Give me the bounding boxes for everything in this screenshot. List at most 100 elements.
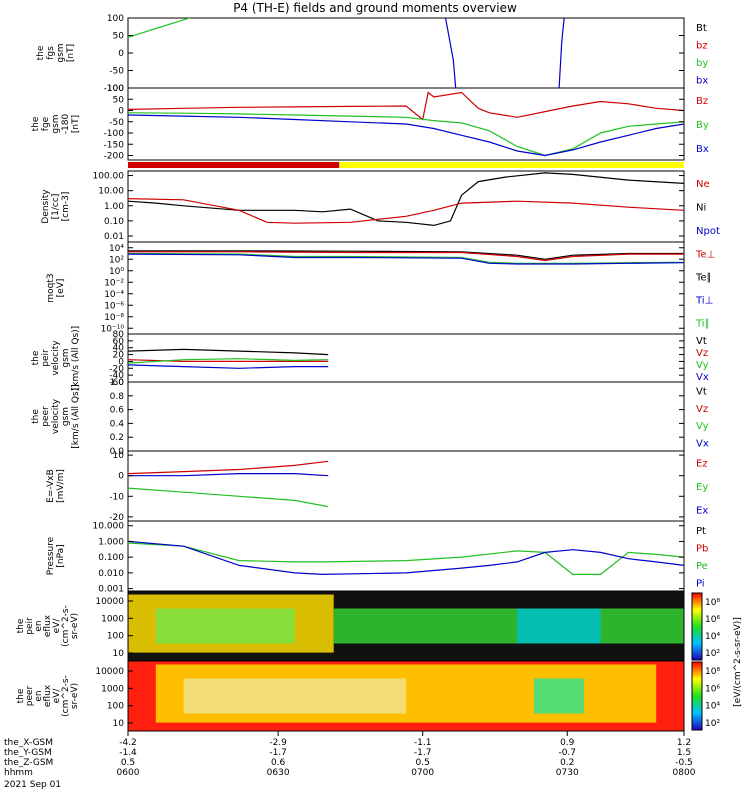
x-tick-label: 0.6 [271, 758, 286, 768]
legend-entry: Ni [696, 203, 706, 214]
panel-fgs [127, 17, 685, 89]
y-axis-label: gsm [51, 114, 61, 133]
x-tick-label: 0630 [267, 768, 290, 778]
y-tick-label: 0.0 [110, 447, 125, 457]
y-tick-label: 10 [113, 649, 125, 659]
y-tick-label: 1.0 [110, 378, 125, 388]
y-tick-label: -50 [109, 118, 124, 128]
y-axis-label: eflux [43, 614, 53, 637]
legend-entry: Vt [696, 336, 707, 347]
y-axis-label: [nPa] [56, 544, 66, 567]
y-axis-label: [mV/m] [56, 469, 66, 503]
y-tick-label: 20 [113, 351, 125, 361]
y-tick-label: 1000 [101, 684, 124, 694]
legend-entry: by [696, 58, 708, 69]
legend-entry: Ex [696, 505, 708, 516]
y-axis-label: eflux [43, 684, 53, 707]
y-tick-label: 10000 [95, 667, 124, 677]
colorbar-tick-label: 10⁸ [705, 598, 720, 608]
y-axis-label: the [36, 45, 46, 60]
legend-entry: Vz [696, 404, 708, 415]
y-tick-label: 10² [109, 255, 124, 265]
x-row-label: hhmm [4, 768, 33, 778]
legend-entry: Ey [696, 482, 708, 493]
y-tick-label: 1.000 [98, 537, 124, 547]
panel-frame [127, 170, 685, 243]
y-tick-label: -20 [109, 513, 124, 523]
y-tick-label: 100.00 [93, 172, 125, 182]
series-line-peirvel-2 [128, 358, 329, 364]
panel-frame [127, 450, 685, 522]
legend-entry: Vy [696, 421, 709, 432]
y-tick-label: 10⁻² [104, 278, 124, 288]
y-tick-label: 0.01 [104, 232, 124, 242]
spectrogram-band [517, 608, 601, 644]
series-line-efield-0 [128, 460, 329, 475]
y-tick-label: 0.4 [110, 419, 125, 429]
y-tick-label: 0.8 [110, 392, 125, 402]
y-axis-label: gsm [61, 348, 71, 367]
series-line-moqt-3 [128, 253, 684, 265]
y-axis-label: velocity [51, 398, 61, 434]
y-axis-label: the [31, 350, 41, 365]
legend-entry: Pt [696, 526, 706, 537]
series-line-pressure-0 [128, 542, 684, 576]
colorbar-tick-label: 10⁸ [705, 667, 720, 677]
x-tick-label: 0730 [556, 768, 579, 778]
panel-pressure [127, 520, 685, 592]
y-axis-label: Pressure [46, 536, 56, 575]
y-axis-label: fge [41, 116, 51, 131]
y-tick-label: 100 [107, 702, 124, 712]
legend-entry: bz [696, 40, 708, 51]
y-tick-label: -50 [109, 67, 124, 77]
series-line-peirvel-0 [128, 348, 329, 356]
y-axis-label: [1/cc] [51, 194, 61, 220]
y-axis-label: Density [41, 189, 51, 224]
y-tick-label: 1.00 [104, 202, 124, 212]
series-line-peirvel-3 [128, 364, 329, 369]
panel-fge [127, 87, 685, 161]
y-tick-label: 10000 [95, 597, 124, 607]
legend-entry: Vx [696, 372, 709, 383]
legend-entry: Vx [696, 438, 709, 449]
legend-entry: Ti∥ [695, 319, 710, 330]
y-tick-label: 60 [113, 337, 125, 347]
y-tick-label: 10 [113, 719, 125, 729]
y-axis-label: -180 [61, 114, 71, 135]
y-axis-label: [km/s (All Qs)] [71, 326, 81, 390]
series-line-efield-1 [128, 473, 329, 477]
series-line-fge-1 [128, 112, 684, 157]
legend-entry: Pi [696, 578, 705, 589]
legend-entry: Bt [696, 23, 707, 34]
y-tick-label: 10⁰ [109, 267, 124, 277]
x-tick-label: 0700 [411, 768, 434, 778]
x-tick-label: -1.7 [269, 748, 287, 758]
y-tick-label: -100 [104, 129, 125, 139]
spectrogram-band [155, 608, 295, 644]
y-axis-label: sr-eV) [70, 613, 80, 639]
series-line-fgs-0 [128, 18, 192, 38]
series-line-efield-2 [128, 487, 329, 508]
x-tick-label: 1.2 [677, 738, 691, 748]
y-tick-label: 10⁴ [109, 244, 124, 254]
y-tick-label: 0.010 [98, 569, 124, 579]
x-tick-label: 1.5 [677, 748, 691, 758]
y-tick-label: 10.000 [93, 522, 125, 532]
y-tick-label: 10.00 [98, 187, 124, 197]
series-line-fge-0 [128, 91, 684, 121]
y-tick-label: 10 [113, 451, 125, 461]
legend-entry: Te⊥ [695, 250, 715, 261]
y-axis-label: peer [41, 406, 51, 427]
x-tick-label: 0.5 [416, 758, 430, 768]
y-axis-label: [cm-3] [61, 192, 71, 222]
y-tick-label: 1000 [101, 614, 124, 624]
y-axis-label: (cm^2-s- [61, 675, 71, 717]
legend-entry: Ne [696, 179, 710, 190]
mode-bar-red [128, 162, 340, 168]
y-tick-label: 10⁻⁶ [104, 301, 124, 311]
series-line-moqt-2 [128, 252, 684, 264]
x-row-label: the_Z-GSM [4, 758, 53, 768]
y-tick-label: 0.6 [110, 406, 125, 416]
x-tick-label: -4.2 [119, 738, 137, 748]
